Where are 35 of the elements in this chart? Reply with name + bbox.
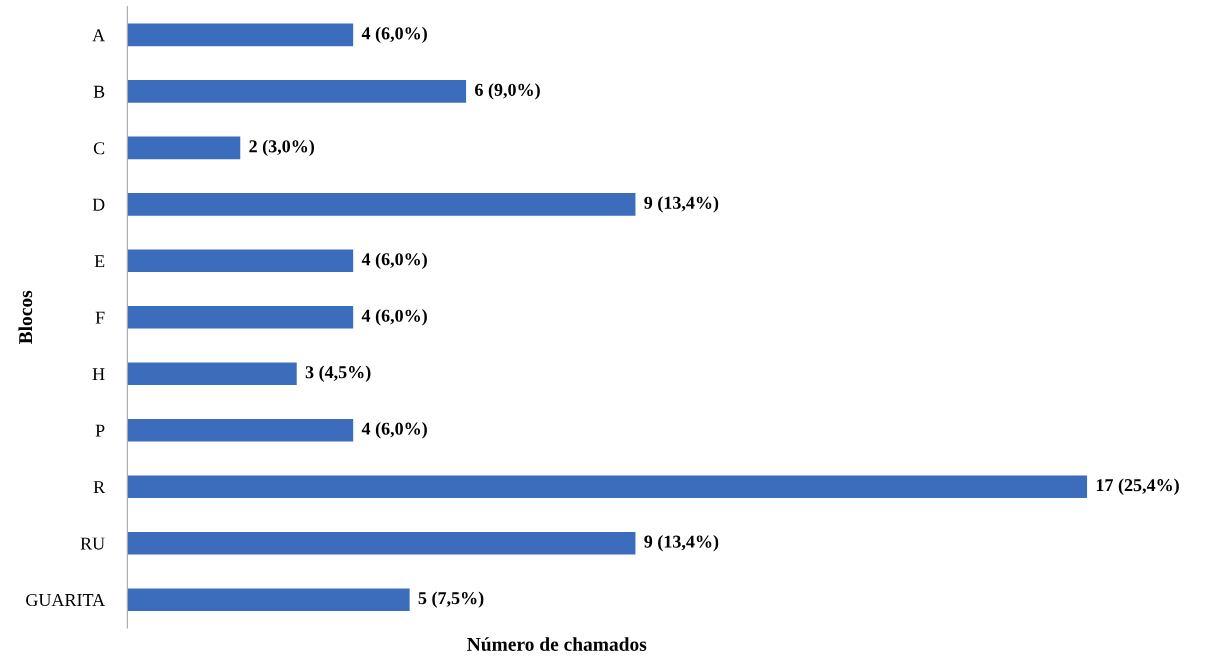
data-label: 9 (13,4%) [644, 535, 719, 552]
y-tick-label: D [92, 198, 105, 211]
bar [127, 475, 1088, 499]
data-label: 4 (6,0%) [361, 309, 427, 326]
bar [127, 80, 467, 103]
bar [127, 136, 241, 160]
data-label: 4 (6,0%) [361, 26, 427, 44]
bar [127, 306, 354, 329]
bar [127, 249, 354, 273]
y-tick-label: A [92, 29, 106, 42]
bar [127, 23, 354, 47]
bar [127, 588, 410, 611]
y-tick-label: F [95, 311, 105, 324]
y-axis-title: Blocos [18, 290, 33, 344]
bar [127, 418, 354, 442]
y-tick-label: RU [80, 537, 105, 550]
y-tick-label: GUARITA [26, 593, 106, 607]
bar [127, 362, 297, 386]
data-label: 2 (3,0%) [249, 139, 314, 157]
y-tick-label: B [93, 85, 105, 98]
y-tick-label: R [93, 481, 106, 493]
y-tick-label: E [94, 255, 105, 268]
data-label: 4 (6,0%) [361, 252, 427, 270]
bar [127, 531, 636, 555]
y-tick-label: C [93, 142, 105, 155]
data-label: 9 (13,4%) [644, 196, 719, 213]
data-label: 5 (7,5%) [418, 591, 484, 608]
data-label: 6 (9,0%) [475, 83, 540, 100]
x-axis-title: Número de chamados [467, 637, 647, 651]
data-label: 4 (6,0%) [361, 422, 427, 439]
data-label: 3 (4,5%) [305, 365, 371, 382]
bar [127, 193, 636, 216]
y-tick-label: H [92, 368, 105, 381]
data-label: 17 (25,4%) [1096, 478, 1179, 495]
y-tick-label: P [95, 424, 105, 437]
